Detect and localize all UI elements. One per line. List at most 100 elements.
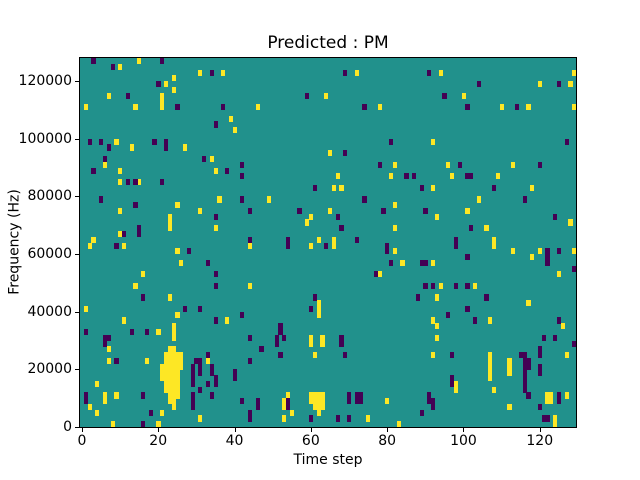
heatmap-cell-purple: [556, 317, 562, 324]
heatmap-cell-purple: [537, 369, 543, 376]
heatmap-cell-purple: [209, 69, 214, 76]
heatmap-cell-yellow: [507, 363, 512, 370]
heatmap-cell-purple: [514, 104, 520, 111]
heatmap-cell-purple: [221, 104, 226, 111]
heatmap-cell-yellow: [492, 386, 497, 393]
heatmap-cell-purple: [324, 242, 329, 249]
heatmap-cell-yellow: [431, 317, 436, 324]
y-tick-label: 40000: [27, 303, 72, 320]
heatmap-cell-yellow: [564, 392, 569, 399]
heatmap-cell-purple: [259, 346, 264, 353]
heatmap-cell-purple: [125, 92, 130, 99]
heatmap-cell-yellow: [556, 271, 562, 278]
heatmap-cell-yellow: [171, 403, 176, 411]
heatmap-cell-yellow: [286, 392, 291, 399]
heatmap-cell-yellow: [255, 104, 260, 111]
heatmap-cell-yellow: [175, 363, 180, 370]
heatmap-cell-yellow: [320, 403, 325, 411]
heatmap-cell-purple: [274, 334, 279, 341]
heatmap-cell-purple: [91, 58, 96, 65]
heatmap-cell-purple: [198, 363, 203, 370]
heatmap-cell-purple: [308, 305, 314, 313]
heatmap-cell-yellow: [171, 357, 176, 364]
heatmap-cell-yellow: [175, 386, 180, 393]
heatmap-cell-purple: [240, 173, 245, 180]
heatmap-cell-yellow: [434, 323, 440, 330]
heatmap-cell-purple: [522, 357, 527, 364]
heatmap-cell-purple: [198, 305, 203, 313]
heatmap-cell-yellow: [537, 248, 543, 255]
heatmap-cell-purple: [205, 352, 211, 359]
heatmap-cell-purple: [286, 236, 291, 243]
heatmap-cell-yellow: [568, 81, 573, 88]
heatmap-cell-yellow: [488, 357, 493, 364]
heatmap-cell-yellow: [438, 69, 443, 76]
heatmap-cell-purple: [83, 398, 89, 405]
heatmap-cell-yellow: [198, 415, 203, 422]
y-tick-mark: [75, 427, 79, 428]
heatmap-cell-purple: [423, 259, 428, 266]
heatmap-cell-purple: [133, 202, 138, 209]
heatmap-cell-yellow: [328, 207, 333, 215]
heatmap-cell-yellow: [316, 392, 321, 399]
heatmap-cell-yellow: [282, 403, 287, 411]
heatmap-cell-yellow: [316, 300, 321, 307]
heatmap-cell-purple: [419, 259, 424, 266]
heatmap-cell-purple: [453, 242, 459, 249]
heatmap-cell-yellow: [179, 259, 184, 266]
heatmap-cell-purple: [232, 375, 237, 382]
heatmap-cell-yellow: [121, 242, 127, 249]
heatmap-cell-purple: [282, 334, 287, 341]
heatmap-cell-yellow: [171, 380, 176, 388]
heatmap-cell-yellow: [308, 242, 314, 249]
heatmap-cell-yellow: [198, 69, 203, 76]
heatmap-cell-yellow: [175, 357, 180, 364]
heatmap-cell-yellow: [171, 369, 176, 376]
heatmap-cell-purple: [190, 403, 195, 411]
heatmap-cell-yellow: [465, 207, 470, 215]
heatmap-cell-yellow: [213, 167, 218, 174]
heatmap-cell-purple: [442, 92, 447, 99]
heatmap-cell-yellow: [114, 138, 119, 145]
heatmap-cell-purple: [137, 225, 142, 232]
heatmap-cell-yellow: [308, 392, 314, 399]
heatmap-cell-purple: [240, 398, 245, 405]
heatmap-cell-yellow: [320, 398, 325, 405]
heatmap-cell-yellow: [179, 352, 184, 359]
heatmap-cell-purple: [358, 398, 363, 405]
heatmap-cell-yellow: [282, 398, 287, 405]
heatmap-cell-purple: [450, 375, 455, 382]
heatmap-cell-yellow: [560, 323, 565, 330]
heatmap-cell-purple: [152, 138, 157, 145]
heatmap-cell-purple: [133, 179, 138, 186]
heatmap-cell-yellow: [175, 392, 180, 399]
heatmap-cell-yellow: [316, 305, 321, 313]
heatmap-cell-yellow: [171, 386, 176, 393]
heatmap-cell-yellow: [438, 282, 443, 290]
heatmap-cell-purple: [83, 328, 89, 336]
heatmap-cell-yellow: [472, 282, 478, 290]
heatmap-cell-yellow: [530, 184, 535, 191]
heatmap-cell-yellow: [526, 104, 531, 111]
heatmap-cell-yellow: [400, 259, 405, 266]
heatmap-cell-yellow: [316, 311, 321, 318]
heatmap-cell-purple: [278, 323, 283, 330]
heatmap-cell-purple: [553, 213, 558, 220]
heatmap-cell-yellow: [488, 352, 493, 359]
heatmap-cell-purple: [537, 346, 543, 353]
heatmap-cell-purple: [419, 409, 424, 416]
heatmap-cell-purple: [286, 242, 291, 249]
x-tick-label: 100: [450, 433, 477, 449]
heatmap-cell-yellow: [320, 334, 325, 341]
chart-title: Predicted : PM: [267, 33, 389, 53]
heatmap-cell-yellow: [160, 409, 165, 416]
heatmap-cell-purple: [564, 138, 569, 145]
heatmap-cell-yellow: [434, 294, 440, 301]
heatmap-cell-yellow: [392, 248, 398, 255]
heatmap-cell-yellow: [160, 363, 165, 370]
heatmap-cell-yellow: [141, 271, 146, 278]
heatmap-cell-yellow: [316, 403, 321, 411]
heatmap-cell-yellow: [366, 415, 371, 422]
heatmap-cell-purple: [377, 161, 382, 168]
heatmap-cell-yellow: [537, 81, 543, 88]
